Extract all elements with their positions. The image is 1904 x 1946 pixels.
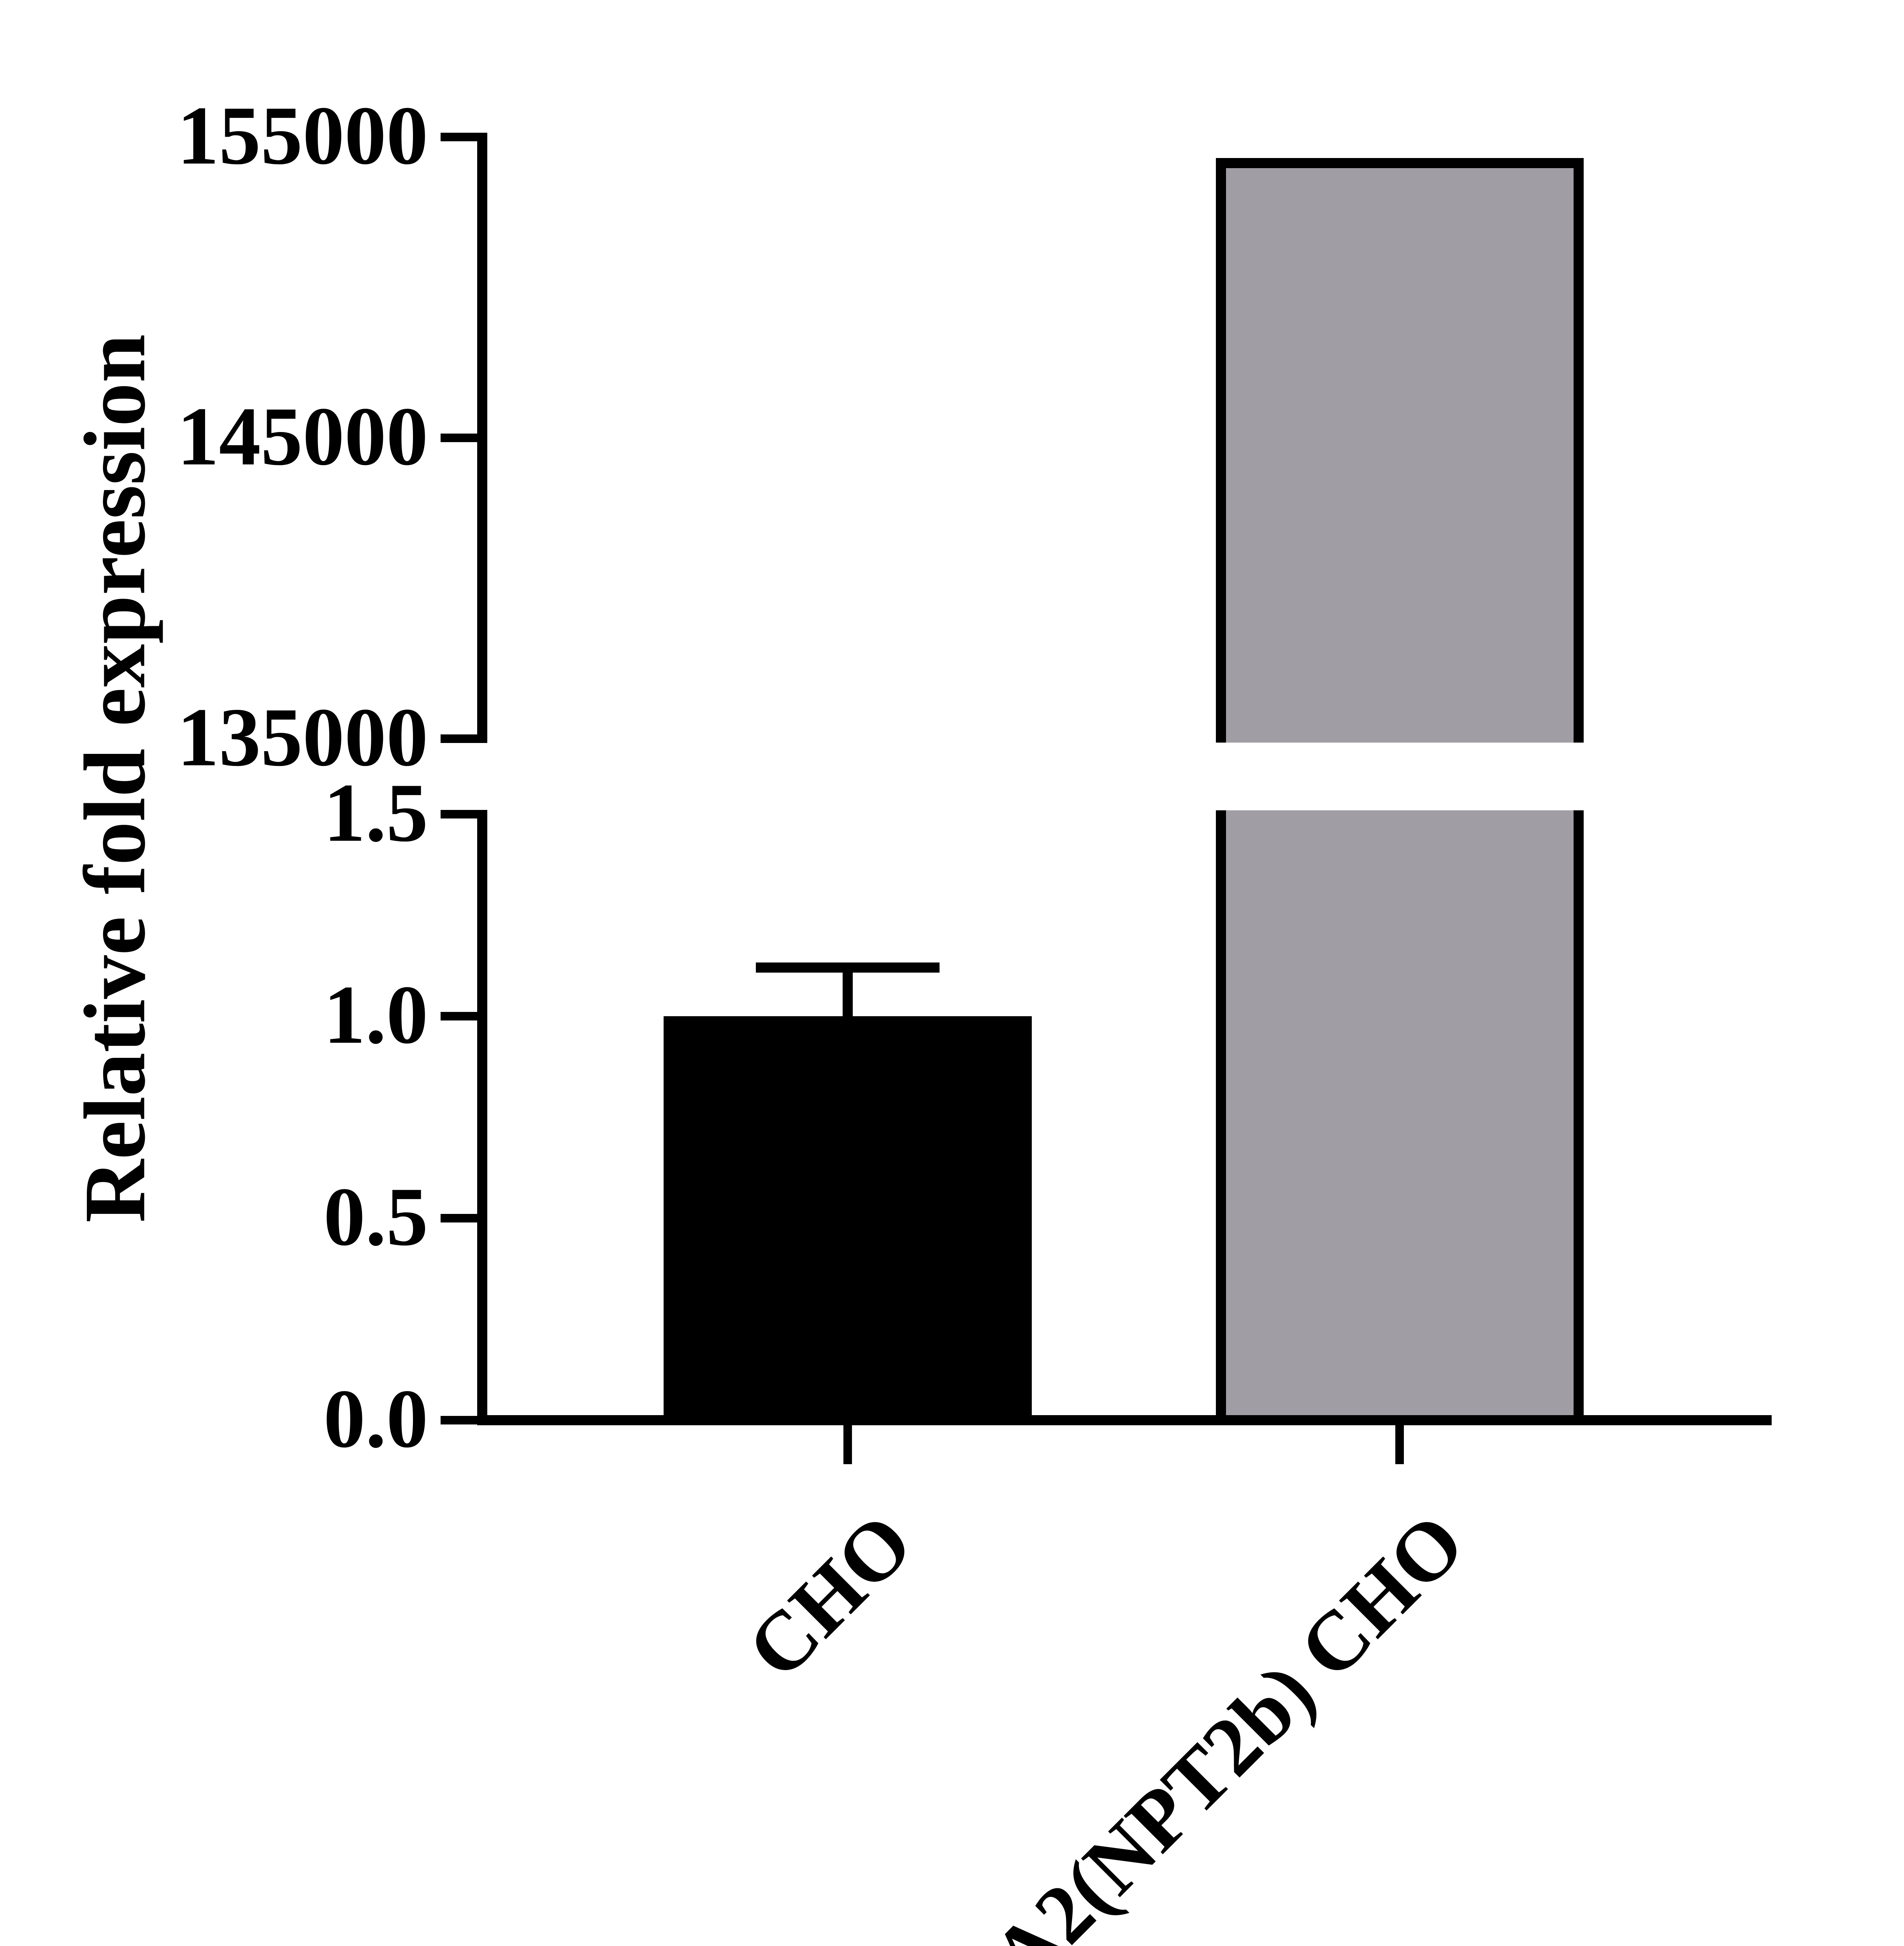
y-tick-lower: [441, 1214, 477, 1222]
bar-cho: [664, 1016, 1032, 1423]
y-tick-lower: [441, 1416, 477, 1424]
x-tick: [843, 1425, 852, 1464]
x-axis-line: [477, 1415, 1772, 1425]
y-tick-lower: [441, 1012, 477, 1020]
y-tick-upper: [441, 133, 477, 141]
x-tick: [1395, 1425, 1404, 1464]
y-tick-label: 0.5: [323, 1170, 428, 1263]
y-tick-label: 135000: [177, 690, 428, 784]
y-tick-label: 0.0: [323, 1372, 428, 1465]
y-axis-title: Relative fold expression: [66, 334, 163, 1223]
x-category-label: CHO: [729, 1495, 930, 1696]
y-tick-upper: [441, 434, 477, 442]
y-tick-label: 145000: [177, 390, 428, 483]
y-tick-label: 1.5: [323, 766, 428, 859]
y-axis-line-upper: [477, 133, 487, 743]
y-tick-lower: [441, 810, 477, 818]
y-axis-line-lower: [477, 810, 487, 1425]
bar-rat-upper: [1216, 158, 1584, 743]
y-tick-label: 1.0: [323, 968, 428, 1061]
y-tick-label: 155000: [177, 89, 428, 182]
error-bar-whisker: [843, 968, 853, 1028]
error-bar-cap: [756, 962, 940, 973]
y-tick-upper: [441, 734, 477, 743]
bar-rat-lower: [1216, 810, 1584, 1423]
